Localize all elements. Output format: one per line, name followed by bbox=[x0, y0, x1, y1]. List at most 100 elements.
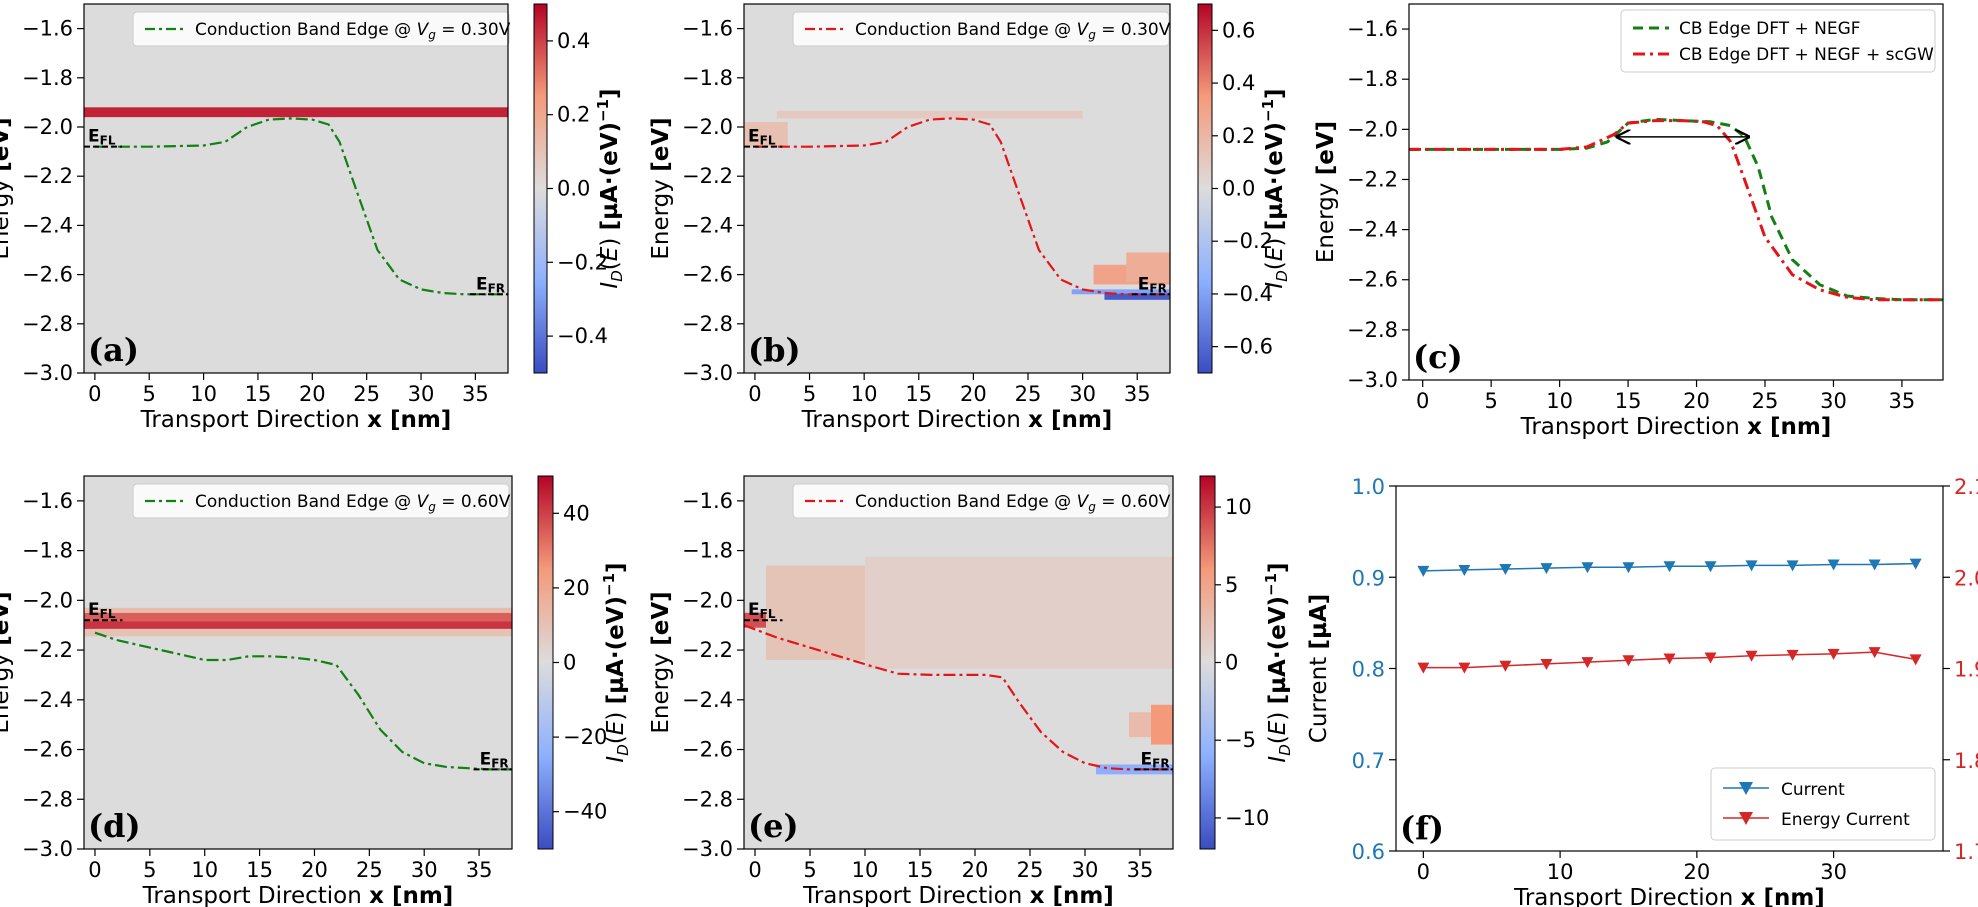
legend bbox=[132, 11, 510, 47]
colorbar-tick-label: −0.2 bbox=[557, 250, 608, 274]
y-tick-label: −2.6 bbox=[682, 738, 733, 762]
conduction-band-edge-line bbox=[94, 117, 508, 296]
current-density-band bbox=[1151, 704, 1173, 745]
panel-d: EFL EFR Conduction Band Edge @ Vg = 0.60V (… bbox=[0, 475, 632, 907]
x-tick-label: 20 bbox=[1683, 389, 1710, 413]
x-tick-label: 35 bbox=[1124, 382, 1151, 406]
x-tick-label: 0 bbox=[1416, 389, 1429, 413]
current-density-band bbox=[1129, 712, 1151, 738]
x-tick-label: 5 bbox=[1484, 389, 1497, 413]
colorbar-tick-label: 0 bbox=[563, 651, 576, 675]
current-density-band bbox=[1104, 293, 1170, 300]
x-tick-label: 35 bbox=[1889, 389, 1916, 413]
x-tick-label: 0 bbox=[88, 382, 101, 406]
fermi-level-left-label: EFL bbox=[748, 127, 776, 148]
legend-label: Conduction Band Edge @ Vg = 0.30V bbox=[195, 20, 511, 42]
y-tick-label: −3.0 bbox=[682, 361, 733, 385]
x-tick-label: 35 bbox=[466, 858, 493, 882]
x-tick-label: 10 bbox=[191, 858, 218, 882]
colorbar bbox=[1199, 475, 1216, 850]
x-tick-label: 25 bbox=[1752, 389, 1779, 413]
panel-b: EFL EFR Conduction Band Edge @ Vg = 0.30V (… bbox=[648, 3, 1291, 433]
x-tick-label: 10 bbox=[1547, 860, 1574, 884]
current-density-band bbox=[1071, 289, 1170, 295]
data-point-marker bbox=[1827, 559, 1840, 571]
y-tick-label: −2.0 bbox=[22, 115, 73, 139]
fermi-level-right-label: EFR bbox=[1141, 749, 1170, 770]
y-tick-label: −3.0 bbox=[1347, 368, 1398, 392]
y-tick-label: −2.4 bbox=[22, 213, 73, 237]
y-tick-label: −1.6 bbox=[1347, 17, 1398, 41]
current-density-band bbox=[84, 621, 512, 629]
x-tick-label: 0 bbox=[748, 858, 761, 882]
colorbar-tick-label: 10 bbox=[1225, 495, 1252, 519]
y-tick-label: −2.2 bbox=[22, 638, 73, 662]
current-density-band bbox=[776, 111, 1083, 119]
x-tick-label: 25 bbox=[356, 858, 383, 882]
data-point-marker bbox=[1868, 559, 1881, 571]
data-point-marker bbox=[1622, 655, 1635, 667]
data-point-marker bbox=[1663, 653, 1676, 665]
data-point-marker bbox=[1868, 647, 1881, 659]
y-right-tick-label: 1.8 bbox=[1954, 749, 1978, 773]
legend-label: CB Edge DFT + NEGF bbox=[1679, 19, 1861, 39]
colorbar-label: ID(E) [µA·(eV)−1] bbox=[594, 88, 626, 288]
legend bbox=[792, 483, 1170, 519]
x-tick-label: 10 bbox=[1546, 389, 1573, 413]
colorbar-tick-label: −0.2 bbox=[1222, 229, 1273, 253]
data-point-marker bbox=[1581, 657, 1594, 669]
y-right-tick-label: 2.1 bbox=[1954, 475, 1978, 499]
y-tick-label: −1.6 bbox=[22, 17, 73, 41]
x-tick-label: 15 bbox=[905, 382, 932, 406]
axes-frame bbox=[83, 475, 513, 850]
y-tick-label: −1.8 bbox=[1347, 67, 1398, 91]
data-point-marker bbox=[1581, 562, 1594, 574]
x-tick-label: 35 bbox=[1127, 858, 1154, 882]
x-tick-label: 30 bbox=[1820, 860, 1847, 884]
colorbar-tick-label: 0 bbox=[1225, 651, 1238, 675]
data-point-marker bbox=[1786, 560, 1799, 572]
x-tick-label: 25 bbox=[1017, 858, 1044, 882]
x-axis-label: Transport Direction x [nm] bbox=[1513, 885, 1825, 907]
x-tick-label: 5 bbox=[803, 858, 816, 882]
legend-marker bbox=[1739, 782, 1753, 795]
y-axis-label: Energy [eV] bbox=[0, 591, 14, 733]
colorbar-tick-label: 0.0 bbox=[1222, 177, 1255, 201]
legend-label: Current bbox=[1781, 780, 1845, 800]
data-point-marker bbox=[1417, 565, 1430, 577]
data-point-marker bbox=[1458, 564, 1471, 576]
x-tick-label: 0 bbox=[88, 858, 101, 882]
current-density-band bbox=[84, 628, 512, 637]
data-point-marker bbox=[1786, 649, 1799, 661]
colorbar-tick-label: 5 bbox=[1225, 573, 1238, 597]
data-point-marker bbox=[1540, 563, 1553, 575]
colorbar-tick-label: −0.6 bbox=[1222, 335, 1273, 359]
panel-a: EFL EFR Conduction Band Edge @ Vg = 0.30V (… bbox=[0, 3, 626, 433]
fermi-level-right-label: EFR bbox=[1138, 274, 1167, 295]
series-line-dft-negf bbox=[1409, 117, 1943, 302]
legend-label: Conduction Band Edge @ Vg = 0.60V bbox=[195, 492, 511, 514]
y-tick-label: −2.4 bbox=[22, 688, 73, 712]
y-tick-label: −2.0 bbox=[1347, 117, 1398, 141]
y-left-tick-label: 0.9 bbox=[1352, 566, 1385, 590]
data-point-marker bbox=[1704, 561, 1717, 573]
x-tick-label: 10 bbox=[190, 382, 217, 406]
y-tick-label: −2.2 bbox=[682, 638, 733, 662]
colorbar-tick-label: −0.4 bbox=[557, 324, 608, 348]
data-point-marker bbox=[1909, 654, 1922, 666]
x-tick-label: 30 bbox=[1820, 389, 1847, 413]
x-tick-label: 25 bbox=[353, 382, 380, 406]
x-tick-label: 0 bbox=[1417, 860, 1430, 884]
panel-label: (b) bbox=[748, 331, 801, 369]
y-tick-label: −2.4 bbox=[682, 688, 733, 712]
fermi-level-left-label: EFL bbox=[748, 600, 776, 621]
y-tick-label: −2.4 bbox=[682, 213, 733, 237]
y-right-tick-label: 2.0 bbox=[1954, 566, 1978, 590]
current-density-band bbox=[865, 556, 1173, 669]
data-point-marker bbox=[1663, 561, 1676, 573]
y-tick-label: −2.8 bbox=[22, 312, 73, 336]
data-point-marker bbox=[1745, 650, 1758, 662]
y-left-tick-label: 0.7 bbox=[1352, 749, 1385, 773]
x-tick-label: 30 bbox=[411, 858, 438, 882]
x-axis-label: Transport Direction x [nm] bbox=[802, 883, 1114, 907]
